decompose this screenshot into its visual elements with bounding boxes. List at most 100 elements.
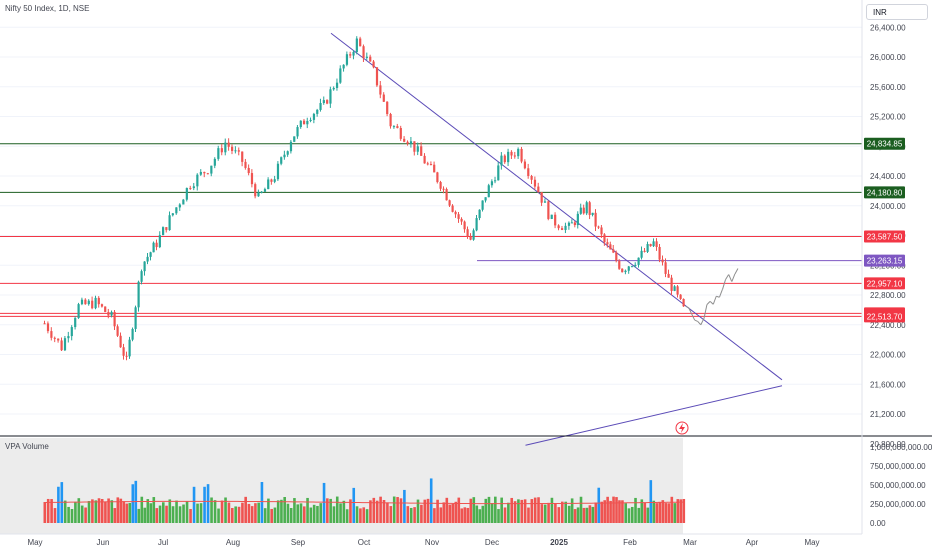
volume-bar	[286, 503, 290, 523]
volume-bar	[131, 484, 135, 523]
volume-bar	[74, 501, 77, 523]
volume-bar	[537, 497, 540, 523]
candle-body	[332, 87, 335, 90]
candle-body	[306, 120, 309, 125]
candle-body	[125, 355, 128, 357]
volume-bar	[624, 503, 627, 523]
volume-bar	[250, 506, 254, 523]
volume-bar	[146, 499, 150, 523]
candle-body	[146, 256, 149, 262]
volume-bar	[213, 500, 217, 523]
volume-bar	[322, 482, 326, 523]
candle-body	[355, 38, 358, 52]
candle-body	[399, 128, 402, 139]
volume-axis[interactable]: 1,000,000,000.00 750,000,000.00 500,000,00…	[870, 443, 932, 528]
candle-body	[74, 318, 77, 328]
price-tick-label: 21,200.00	[870, 410, 906, 419]
projection-segment	[722, 279, 727, 290]
volume-bar	[158, 505, 162, 523]
volume-bar	[128, 503, 132, 523]
volume-bar	[140, 496, 144, 523]
time-tick-label: 2025	[550, 538, 568, 547]
candle-body	[162, 227, 165, 236]
candle-body	[426, 163, 429, 165]
candle-body	[143, 261, 146, 272]
candle-body	[63, 338, 67, 351]
volume-bar	[510, 497, 514, 523]
candle-body	[342, 64, 345, 69]
volume-bar	[640, 499, 644, 523]
currency-button[interactable]: INR	[866, 4, 928, 20]
volume-bar	[116, 497, 120, 523]
level-tag	[864, 254, 905, 267]
candle-body	[454, 211, 457, 215]
candle-body	[547, 201, 550, 219]
volume-bar	[122, 501, 126, 523]
volume-tick-label: 500,000,000.00	[870, 481, 926, 490]
time-axis[interactable]: May Jun Jul Aug Sep Oct Nov Dec 2025 Feb Mar Apr May	[27, 538, 819, 547]
volume-bar	[67, 506, 70, 523]
volume-bar	[682, 498, 686, 523]
volume-bar	[442, 502, 446, 523]
time-tick-label: Nov	[425, 538, 439, 547]
candle-body	[540, 192, 543, 203]
price-tick-label: 22,400.00	[870, 321, 906, 330]
candle-body	[597, 226, 600, 228]
candle-body	[319, 103, 322, 110]
volume-bar	[667, 503, 671, 523]
trendline[interactable]	[525, 385, 783, 446]
volume-bar	[247, 503, 251, 523]
candle-body	[637, 257, 640, 265]
volume-bar	[100, 499, 104, 523]
volume-indicator-title[interactable]: VPA Volume	[5, 442, 49, 451]
lightning-icon[interactable]	[675, 421, 689, 435]
projection-segment	[685, 305, 689, 309]
time-tick-label: Jul	[158, 538, 168, 547]
candle-body	[87, 300, 90, 305]
candle-body	[606, 242, 609, 245]
candle-body	[600, 227, 603, 235]
level-tag	[864, 186, 905, 199]
candle-body	[244, 161, 247, 168]
volume-bar	[451, 503, 455, 523]
time-tick-label: Dec	[485, 538, 499, 547]
volume-bar	[554, 503, 557, 523]
candle-body	[503, 155, 506, 163]
candle-body	[517, 148, 520, 157]
candle-body	[472, 230, 475, 240]
candle-body	[615, 252, 618, 261]
candle-body	[196, 174, 199, 187]
volume-bar	[621, 500, 624, 523]
candle-body	[273, 179, 276, 182]
time-tick-label: Apr	[746, 538, 759, 547]
candle-body	[481, 200, 484, 210]
volume-bar	[579, 496, 583, 523]
volume-bar	[87, 501, 91, 523]
volume-bar	[481, 505, 485, 523]
volume-bar	[192, 486, 196, 523]
candle-body	[463, 221, 466, 230]
projection-segment	[731, 273, 736, 282]
candle-body	[658, 246, 661, 260]
candle-body	[594, 212, 597, 227]
candle-body	[634, 264, 637, 267]
volume-bar	[676, 499, 680, 523]
candle-body	[309, 119, 312, 121]
candle-body	[469, 236, 472, 240]
volume-bar	[185, 501, 189, 523]
candle-body	[550, 214, 553, 219]
volume-bar	[503, 507, 507, 523]
chart-title: Nifty 50 Index, 1D, NSE	[5, 4, 90, 13]
candle-body	[217, 148, 220, 159]
volume-bar	[673, 503, 677, 523]
volume-bar	[362, 507, 366, 523]
candle-body	[567, 222, 571, 226]
trendline[interactable]	[330, 32, 783, 381]
trendlines	[330, 32, 783, 446]
time-tick-label: May	[804, 538, 819, 547]
candle-body	[670, 277, 673, 291]
time-tick-label: Aug	[226, 538, 240, 547]
volume-bar	[646, 507, 650, 523]
volume-bar	[547, 502, 550, 523]
